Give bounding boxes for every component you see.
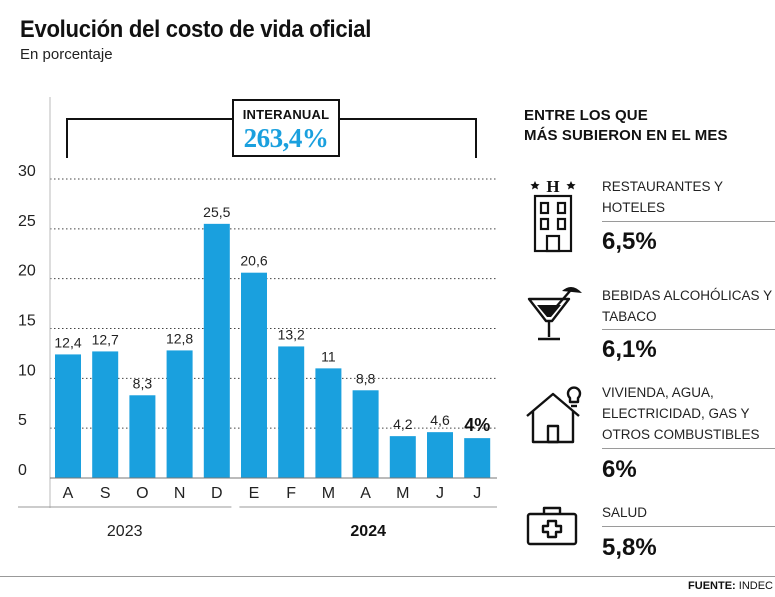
x-tick-label: A bbox=[63, 485, 74, 502]
bars bbox=[55, 223, 491, 478]
category-value: 6,1% bbox=[602, 336, 657, 363]
x-tick-label: J bbox=[436, 485, 444, 502]
bar bbox=[278, 346, 305, 478]
data-label: 4,2 bbox=[393, 416, 413, 432]
bar bbox=[241, 272, 267, 478]
source-value: INDEC bbox=[738, 580, 773, 592]
year-label: 2023 bbox=[107, 523, 143, 540]
data-label: 4,6 bbox=[430, 412, 450, 428]
category-restaurantes: H Restaurantes y hoteles 6,5% bbox=[524, 176, 775, 256]
x-tick-label: A bbox=[360, 485, 371, 502]
data-label: 4% bbox=[464, 415, 490, 435]
y-axis-ticks: 0 5 10 15 20 25 30 bbox=[18, 163, 36, 479]
interanual-box: INTERANUAL 263,4% bbox=[232, 99, 340, 157]
bar bbox=[389, 436, 416, 478]
x-tick-label: E bbox=[249, 485, 260, 502]
y-tick-label: 15 bbox=[18, 313, 36, 330]
y-tick-label: 25 bbox=[18, 213, 36, 230]
interanual-bracket bbox=[66, 118, 477, 158]
category-name: Bebidas alcohólicas y tabaco bbox=[602, 288, 772, 324]
data-label: 8,8 bbox=[356, 370, 376, 386]
year-groups: 2023 2024 bbox=[18, 506, 497, 540]
category-value: 5,8% bbox=[602, 534, 657, 561]
x-tick-label: S bbox=[100, 485, 111, 502]
category-name: Salud bbox=[602, 505, 648, 520]
y-tick-label: 30 bbox=[18, 163, 36, 180]
category-bebidas: Bebidas alcohólicas y tabaco 6,1% bbox=[524, 285, 775, 365]
category-value: 6% bbox=[602, 456, 637, 483]
source-note: FUENTE: INDEC bbox=[688, 580, 773, 592]
x-tick-label: M bbox=[322, 485, 335, 502]
category-divider bbox=[602, 221, 775, 222]
bar bbox=[92, 351, 119, 478]
bar bbox=[203, 223, 230, 478]
category-value: 6,5% bbox=[602, 228, 657, 255]
interanual-value: 263,4% bbox=[243, 123, 329, 153]
x-tick-label: J bbox=[473, 485, 481, 502]
house-lightbulb-icon bbox=[526, 386, 582, 444]
x-tick-label: F bbox=[286, 485, 296, 502]
x-tick-label: M bbox=[396, 485, 409, 502]
category-name: Restaurantes y hoteles bbox=[602, 179, 723, 215]
data-label: 12,8 bbox=[166, 330, 193, 346]
data-label: 12,7 bbox=[92, 331, 119, 347]
y-tick-label: 0 bbox=[18, 462, 27, 479]
data-label: 20,6 bbox=[240, 253, 267, 269]
sidebar-title: ENTRE LOS QUE MÁS SUBIERON EN EL MES bbox=[524, 106, 728, 146]
svg-text:H: H bbox=[546, 177, 559, 196]
grid-lines bbox=[50, 178, 497, 429]
x-tick-label: D bbox=[211, 485, 223, 502]
source-label: FUENTE: bbox=[688, 580, 736, 592]
interanual-label: INTERANUAL bbox=[242, 107, 330, 122]
category-name: Vivienda, agua, electricidad, gas y otro… bbox=[602, 385, 760, 442]
first-aid-kit-icon bbox=[526, 506, 578, 546]
footer-divider bbox=[0, 576, 775, 577]
bar bbox=[427, 432, 453, 478]
bar bbox=[55, 354, 81, 478]
page-subtitle: En porcentaje bbox=[20, 46, 113, 63]
y-tick-label: 20 bbox=[18, 263, 36, 280]
bar bbox=[166, 350, 193, 478]
category-salud: Salud 5,8% bbox=[524, 502, 775, 582]
bar bbox=[315, 368, 342, 478]
x-tick-label: O bbox=[136, 485, 148, 502]
data-label: 8,3 bbox=[133, 375, 153, 391]
data-label: 13,2 bbox=[278, 326, 305, 342]
y-tick-label: 10 bbox=[18, 362, 36, 379]
category-divider bbox=[602, 329, 775, 330]
category-divider bbox=[602, 448, 775, 449]
year-label: 2024 bbox=[350, 523, 386, 540]
sidebar-title-line1: ENTRE LOS QUE bbox=[524, 107, 648, 124]
sidebar-title-line2: MÁS SUBIERON EN EL MES bbox=[524, 127, 728, 144]
hotel-icon: H bbox=[530, 177, 576, 253]
data-label: 11 bbox=[321, 348, 336, 364]
category-vivienda: Vivienda, agua, electricidad, gas y otro… bbox=[524, 382, 775, 483]
bar bbox=[352, 390, 379, 478]
cocktail-icon bbox=[527, 286, 582, 341]
x-tick-label: N bbox=[174, 485, 186, 502]
data-labels: 12,4 12,7 8,3 12,8 25,5 20,6 13,2 11 8,8 4,2 4,6 4% bbox=[54, 204, 490, 435]
bar bbox=[129, 395, 156, 478]
y-tick-label: 5 bbox=[18, 412, 27, 429]
data-label: 25,5 bbox=[203, 204, 230, 220]
page-title: Evolución del costo de vida oficial bbox=[20, 16, 372, 43]
data-label: 12,4 bbox=[54, 334, 81, 350]
bar bbox=[464, 438, 491, 478]
category-divider bbox=[602, 526, 775, 527]
